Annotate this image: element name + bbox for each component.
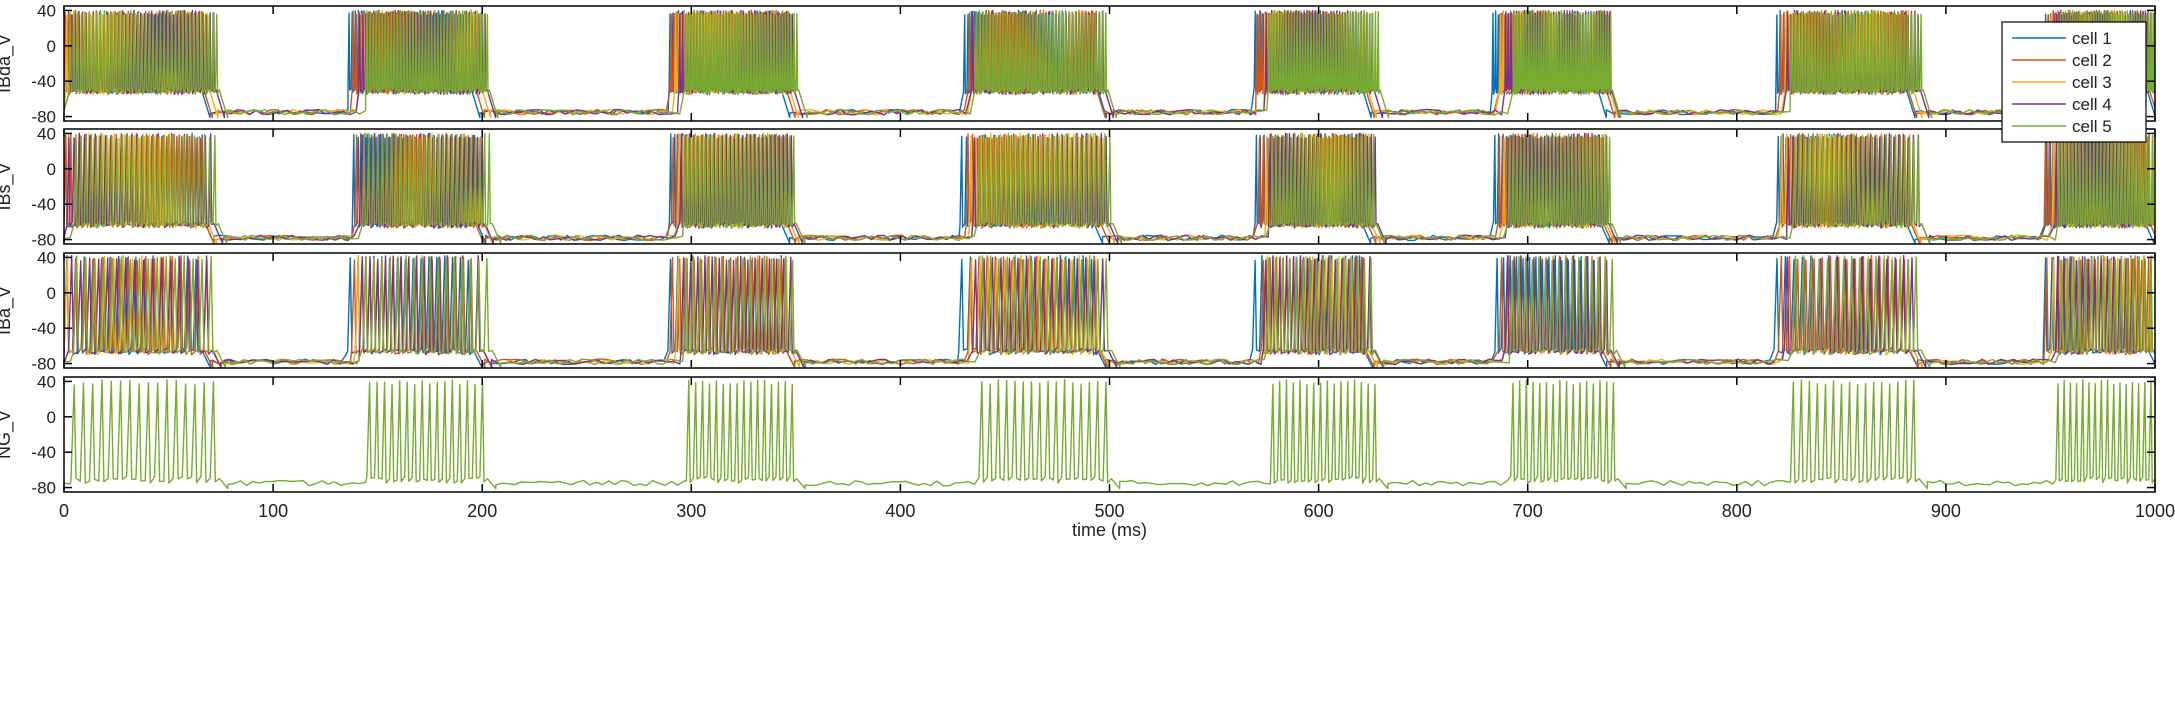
legend-label: cell 3	[2072, 73, 2112, 92]
y-tick-label: 0	[47, 408, 56, 427]
panel-IBa_V: -80 -40 0 40 IBa_V	[0, 248, 2156, 374]
series-line-IBa_V-cell 5	[64, 255, 2155, 368]
series-line-IBda_V-cell 5	[64, 9, 2155, 119]
y-tick-label: -40	[31, 319, 56, 338]
traces	[64, 255, 2155, 368]
x-tick-label: 800	[1722, 501, 1752, 521]
y-tick-label: 40	[37, 124, 56, 143]
y-tick-label: 40	[37, 372, 56, 391]
x-tick-label: 100	[258, 501, 288, 521]
x-tick-label: 700	[1513, 501, 1543, 521]
y-tick-label: 40	[37, 248, 56, 267]
y-tick-label: -40	[31, 195, 56, 214]
x-tick-label: 900	[1931, 501, 1961, 521]
traces	[64, 379, 2155, 490]
panel-IBs_V: -80 -40 0 40 IBs_V	[0, 124, 2156, 250]
x-tick-label: 200	[467, 501, 497, 521]
traces	[64, 132, 2155, 244]
y-tick-label: -80	[31, 231, 56, 250]
x-axis: 0 100 200 300 400 500 600 700 800 900 1000 time (ms…	[59, 501, 2175, 540]
y-tick-label: -40	[31, 72, 56, 91]
panel-NG_V: -80 -40 0 40 NG_V	[0, 372, 2156, 498]
x-tick-label: 1000	[2135, 501, 2175, 521]
y-tick-label: -80	[31, 355, 56, 374]
legend-label: cell 4	[2072, 95, 2112, 114]
x-tick-label: 400	[885, 501, 915, 521]
legend-label: cell 2	[2072, 51, 2112, 70]
y-tick-label: -80	[31, 108, 56, 127]
x-axis-label: time (ms)	[1072, 520, 1147, 540]
y-tick-label: 40	[37, 1, 56, 20]
x-tick-label: 500	[1094, 501, 1124, 521]
x-tick-label: 0	[59, 501, 69, 521]
traces	[64, 9, 2155, 119]
panels-layer: -80 -40 0 40 IBda_V -80 -40 0 40 IBs_V -80 -40 0 40 IB…	[0, 1, 2156, 498]
y-axis-label: IBa_V	[0, 286, 15, 335]
y-axis-label: IBs_V	[0, 162, 15, 210]
series-line-NG_V-cell 5	[64, 379, 2155, 490]
y-tick-label: -80	[31, 479, 56, 498]
series-line-IBs_V-cell 5	[64, 132, 2155, 244]
y-axis-label: IBda_V	[0, 34, 15, 93]
x-tick-label: 600	[1304, 501, 1334, 521]
legend-label: cell 5	[2072, 117, 2112, 136]
x-tick-label: 300	[676, 501, 706, 521]
y-tick-label: -40	[31, 443, 56, 462]
y-tick-label: 0	[47, 160, 56, 179]
y-axis-label: NG_V	[0, 410, 15, 459]
panel-IBda_V: -80 -40 0 40 IBda_V	[0, 1, 2156, 127]
legend-label: cell 1	[2072, 29, 2112, 48]
y-tick-label: 0	[47, 37, 56, 56]
legend: cell 1 cell 2 cell 3 cell 4 cell 5	[2001, 21, 2147, 143]
y-tick-label: 0	[47, 284, 56, 303]
